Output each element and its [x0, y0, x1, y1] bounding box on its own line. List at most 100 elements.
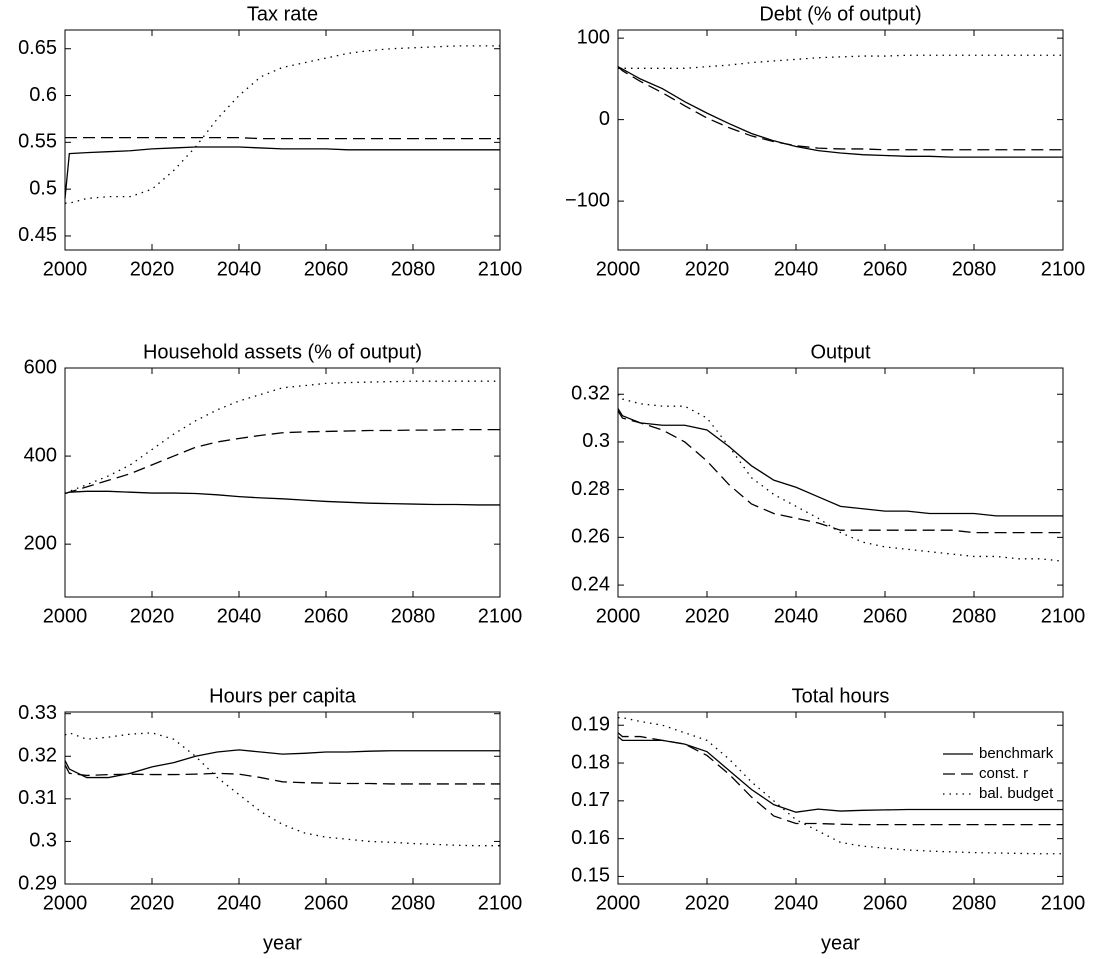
x-tick-label: 2040	[217, 605, 262, 627]
series-line	[64, 732, 500, 847]
subplot: Output 2000 2020 2040 2060 2080 2100 0.24 0.26 0.…	[571, 341, 1085, 627]
series-line	[617, 410, 1063, 534]
plot-frame	[617, 711, 1064, 885]
x-tick-label: 2100	[478, 258, 523, 280]
x-tick-label: 2000	[596, 605, 641, 627]
subplot: Household assets (% of output) 2000 2020 20…	[24, 341, 523, 627]
series-line	[64, 429, 500, 495]
x-tick-label: 2100	[478, 892, 523, 914]
y-tick-label: 0.45	[18, 224, 57, 246]
series-line	[618, 54, 1063, 69]
subplot-title: Household assets (% of output)	[143, 341, 422, 363]
subplot: Hours per capita 2000 2020 2040 2060 2080 2100…	[18, 685, 522, 954]
x-tick-label: 2040	[774, 258, 819, 280]
x-tick-label: 2100	[1041, 258, 1086, 280]
x-tick-label: 2020	[685, 605, 730, 627]
plot-frame	[617, 29, 1064, 251]
y-tick-label: 0.19	[571, 714, 610, 736]
subplot-title: Hours per capita	[209, 685, 357, 707]
x-tick-label: 2080	[391, 605, 436, 627]
y-tick-label: 0	[599, 108, 610, 130]
series-line	[64, 749, 500, 779]
y-tick-label: 0.32	[571, 383, 610, 405]
x-tick-label: 2060	[304, 892, 349, 914]
y-tick-label: 0.15	[571, 865, 610, 887]
x-axis-label: year	[263, 932, 302, 954]
y-tick-label: 0.18	[571, 751, 610, 773]
x-tick-label: 2040	[774, 892, 819, 914]
y-tick-label: 0.33	[18, 702, 57, 724]
y-tick-label: 0.6	[29, 84, 57, 106]
x-tick-label: 2020	[685, 892, 730, 914]
x-tick-label: 2020	[130, 605, 175, 627]
legend-label: bal. budget	[979, 785, 1054, 802]
series-line	[64, 146, 500, 199]
y-tick-label: 0.16	[571, 827, 610, 849]
x-tick-label: 2000	[43, 892, 88, 914]
x-tick-label: 2060	[304, 258, 349, 280]
series-line	[64, 764, 500, 785]
plot-frame	[64, 367, 501, 598]
y-tick-label: 0.17	[571, 789, 610, 811]
x-tick-label: 2100	[1041, 892, 1086, 914]
x-tick-label: 2000	[43, 605, 88, 627]
x-tick-label: 2020	[130, 258, 175, 280]
y-tick-label: 200	[24, 532, 57, 554]
y-tick-label: 0.29	[18, 872, 57, 894]
y-tick-label: −100	[565, 189, 610, 211]
y-tick-label: 100	[577, 26, 610, 48]
y-tick-label: 0.55	[18, 131, 57, 153]
plot-frame	[617, 367, 1064, 598]
y-tick-label: 0.3	[29, 830, 57, 852]
series-line	[617, 732, 1063, 826]
x-tick-label: 2080	[952, 258, 997, 280]
x-tick-label: 2100	[1041, 605, 1086, 627]
series-line	[64, 380, 500, 495]
plot-frame	[64, 711, 501, 885]
y-tick-label: 0.5	[29, 177, 57, 199]
subplot: Tax rate 2000 2020 2040 2060 2080 2100 0.45 0.5 0…	[18, 3, 522, 280]
x-tick-label: 2080	[391, 892, 436, 914]
subplot-title: Tax rate	[247, 3, 318, 25]
x-tick-label: 2060	[863, 892, 908, 914]
legend-label: const. r	[979, 765, 1028, 782]
x-tick-label: 2080	[952, 892, 997, 914]
y-tick-label: 0.65	[18, 37, 57, 59]
legend-label: benchmark	[979, 745, 1054, 762]
subplot-title: Debt (% of output)	[759, 3, 921, 25]
subplot-title: Output	[810, 341, 870, 363]
y-tick-label: 0.3	[582, 430, 610, 452]
series-line	[65, 137, 500, 140]
plot-frame	[64, 29, 501, 251]
x-tick-label: 2000	[596, 892, 641, 914]
x-tick-label: 2020	[130, 892, 175, 914]
x-tick-label: 2040	[217, 258, 262, 280]
x-tick-label: 2080	[391, 258, 436, 280]
x-tick-label: 2060	[863, 605, 908, 627]
y-tick-label: 0.28	[571, 478, 610, 500]
y-tick-label: 0.31	[18, 787, 57, 809]
x-tick-label: 2080	[952, 605, 997, 627]
x-tick-label: 2040	[774, 605, 819, 627]
subplot: Total hours 2000 2020 2040 2060 2080 2100 0.15 0…	[571, 685, 1085, 954]
x-tick-label: 2100	[478, 605, 523, 627]
x-tick-label: 2020	[685, 258, 730, 280]
series-line	[617, 393, 1064, 562]
series-line	[617, 66, 1063, 151]
series-line	[64, 490, 500, 506]
y-tick-label: 0.32	[18, 745, 57, 767]
subplot: Debt (% of output) 2000 2020 2040 2060 2080 21…	[565, 3, 1085, 280]
series-line	[65, 45, 500, 204]
subplot-title: Total hours	[792, 685, 890, 707]
y-tick-label: 0.26	[571, 526, 610, 548]
x-axis-label: year	[821, 932, 860, 954]
x-tick-label: 2040	[217, 892, 262, 914]
x-tick-label: 2000	[596, 258, 641, 280]
x-tick-label: 2000	[43, 258, 88, 280]
series-line	[617, 66, 1063, 158]
y-tick-label: 400	[24, 444, 57, 466]
series-line	[617, 408, 1063, 517]
y-tick-label: 0.24	[571, 573, 610, 595]
x-tick-label: 2060	[863, 258, 908, 280]
